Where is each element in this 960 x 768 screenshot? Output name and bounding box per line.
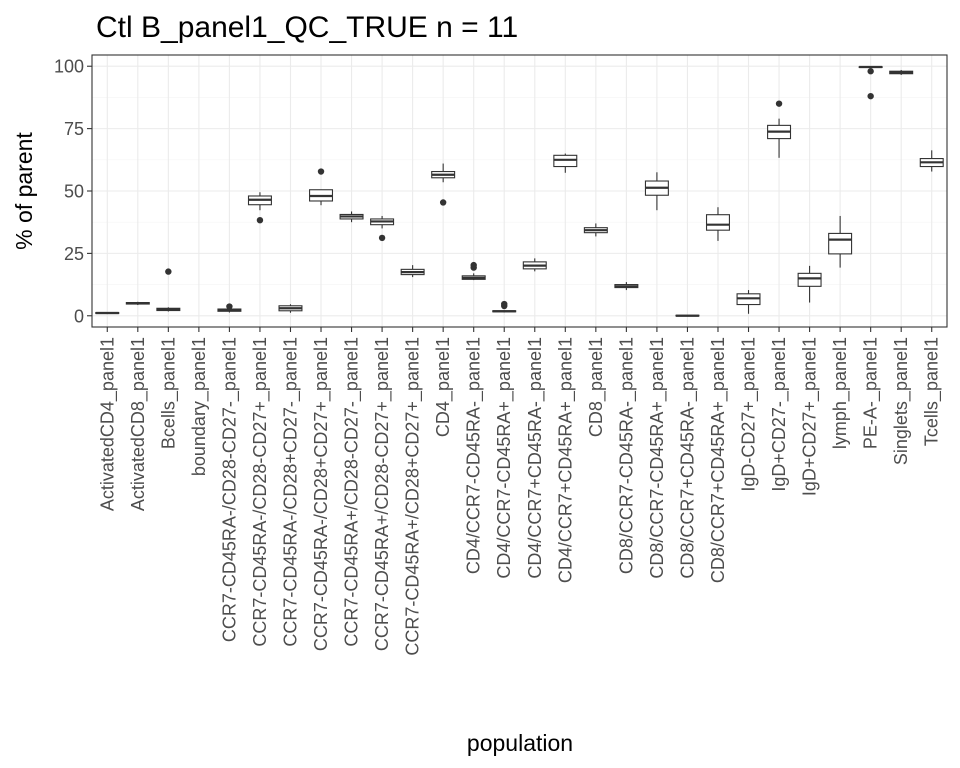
- outlier-point: [165, 268, 172, 275]
- x-tick-label: Singlets_panel1: [891, 337, 912, 465]
- x-tick-label: CCR7-CD45RA+/CD28+CD27+_panel1: [403, 337, 424, 656]
- x-tick-label: CCR7-CD45RA+/CD28-CD27-_panel1: [342, 337, 363, 647]
- outlier-point: [226, 303, 233, 310]
- box-24: [828, 215, 853, 268]
- grid-lines: [92, 55, 947, 327]
- box-17: [614, 282, 639, 291]
- x-axis-title: population: [467, 730, 573, 756]
- box-9: [370, 215, 395, 242]
- outlier-point: [867, 92, 874, 100]
- box-series: [95, 65, 944, 317]
- box-8: [339, 211, 364, 223]
- x-tick-label: CCR7-CD45RA-/CD28+CD27+_panel1: [311, 337, 332, 651]
- y-axis: 0 25 50 75 100: [54, 57, 92, 326]
- y-tick-label: 75: [64, 119, 84, 139]
- x-tick-label: CCR7-CD45RA-/CD28-CD27+_panel1: [250, 337, 271, 647]
- x-tick-label: lymph_panel1: [830, 337, 851, 449]
- outlier-point: [470, 261, 477, 269]
- box-iqr: [705, 214, 730, 231]
- box-4: [217, 303, 242, 313]
- y-tick-label: 25: [64, 244, 84, 264]
- x-tick-label: IgD+CD27-_panel1: [769, 337, 790, 492]
- box-15: [553, 153, 578, 173]
- outlier-point: [317, 168, 325, 175]
- box-23: [797, 265, 822, 303]
- x-tick-label: CD4_panel1: [433, 337, 454, 437]
- box-11: [431, 163, 456, 206]
- x-tick-label: CD8/CCR7-CD45RA-_panel1: [616, 337, 637, 574]
- x-tick-label: CCR7-CD45RA-/CD28+CD27-_panel1: [280, 337, 301, 647]
- x-tick-label: CD8/CCR7+CD45RA+_panel1: [708, 337, 729, 583]
- x-tick-label: ActivatedCD4_panel1: [97, 337, 118, 511]
- y-tick-label: 0: [74, 306, 84, 326]
- outlier-point: [439, 199, 447, 206]
- box-25: [858, 65, 883, 100]
- y-tick-label: 50: [64, 182, 84, 202]
- box-12: [461, 261, 486, 281]
- x-tick-label: IgD+CD27+_panel1: [800, 337, 821, 496]
- box-18: [644, 172, 669, 211]
- x-axis: ActivatedCD4_panel1 ActivatedCD8_panel1 Bc…: [97, 327, 943, 656]
- x-tick-label: CD8/CCR7-CD45RA+_panel1: [647, 337, 668, 579]
- x-tick-label: Bcells_panel1: [158, 337, 179, 449]
- box-iqr: [553, 154, 578, 168]
- box-2: [156, 268, 181, 312]
- box-16: [583, 223, 608, 237]
- x-tick-label: CCR7-CD45RA-/CD28-CD27-_panel1: [219, 337, 240, 642]
- box-0: [95, 311, 120, 315]
- x-tick-label: PE-A-_panel1: [861, 337, 882, 449]
- box-10: [400, 265, 425, 278]
- box-14: [522, 258, 547, 272]
- x-tick-label: CD8/CCR7+CD45RA-_panel1: [677, 337, 698, 579]
- box-21: [736, 290, 761, 314]
- box-13: [492, 300, 517, 313]
- box-6: [278, 304, 303, 313]
- x-tick-label: CCR7-CD45RA+/CD28-CD27+_panel1: [372, 337, 393, 651]
- box-19: [675, 314, 700, 317]
- outlier-point: [501, 300, 508, 308]
- box-27: [919, 150, 944, 172]
- box-1: [125, 301, 150, 306]
- box-iqr: [797, 272, 822, 287]
- outlier-point: [378, 234, 386, 242]
- outlier-point: [867, 68, 874, 75]
- x-tick-label: CD4/CCR7+CD45RA+_panel1: [555, 337, 576, 583]
- y-tick-label: 100: [54, 57, 84, 77]
- x-tick-label: CD8_panel1: [586, 337, 607, 437]
- box-iqr: [828, 232, 853, 255]
- box-20: [705, 207, 730, 241]
- x-tick-label: CD4/CCR7-CD45RA+_panel1: [494, 337, 515, 579]
- x-tick-label: CD4/CCR7-CD45RA-_panel1: [464, 337, 485, 574]
- x-tick-label: CD4/CCR7+CD45RA-_panel1: [525, 337, 546, 579]
- box-22: [767, 100, 792, 158]
- box-26: [889, 69, 914, 75]
- box-5: [247, 192, 272, 224]
- x-tick-label: ActivatedCD8_panel1: [128, 337, 149, 511]
- outlier-point: [256, 216, 264, 224]
- y-axis-title: % of parent: [11, 132, 37, 250]
- chart-title: Ctl B_panel1_QC_TRUE n = 11: [96, 11, 518, 44]
- x-tick-label: boundary_panel1: [189, 337, 210, 476]
- box-7: [309, 168, 334, 206]
- x-tick-label: IgD-CD27+_panel1: [739, 337, 760, 492]
- outlier-point: [775, 100, 783, 107]
- x-tick-label: Tcells_panel1: [922, 337, 943, 446]
